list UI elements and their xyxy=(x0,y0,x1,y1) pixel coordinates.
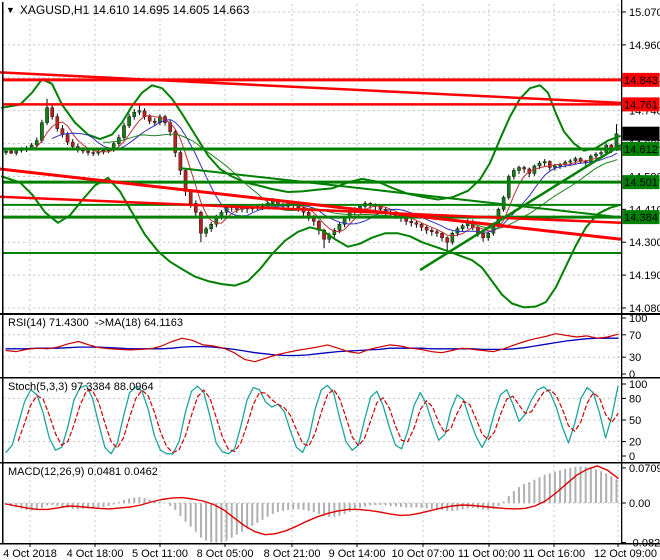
gridlines xyxy=(3,4,621,542)
svg-text:11 Oct 00:00: 11 Oct 00:00 xyxy=(458,548,520,560)
svg-text:8 Oct 21:00: 8 Oct 21:00 xyxy=(264,548,321,560)
svg-text:14.612: 14.612 xyxy=(624,144,658,156)
svg-text:0: 0 xyxy=(629,369,635,381)
svg-text:50: 50 xyxy=(629,415,641,427)
svg-text:14.960: 14.960 xyxy=(629,40,660,52)
svg-text:8 Oct 05:00: 8 Oct 05:00 xyxy=(197,548,254,560)
svg-text:14.501: 14.501 xyxy=(624,177,658,189)
svg-text:80: 80 xyxy=(629,393,641,405)
svg-text:20: 20 xyxy=(629,437,641,449)
svg-text:100: 100 xyxy=(629,313,647,325)
svg-text:-0.0829: -0.0829 xyxy=(629,538,660,550)
svg-text:15.070: 15.070 xyxy=(629,7,660,19)
svg-text:0.00: 0.00 xyxy=(629,498,650,510)
svg-text:14.663: 14.663 xyxy=(624,129,658,141)
svg-text:0.0709: 0.0709 xyxy=(629,463,660,475)
svg-text:14.080: 14.080 xyxy=(629,303,660,315)
chart-title-text: XAGUSD,H1 14.610 14.695 14.605 14.663 xyxy=(19,3,250,17)
svg-text:100: 100 xyxy=(629,379,647,391)
svg-text:9 Oct 14:00: 9 Oct 14:00 xyxy=(329,548,386,560)
svg-text:10 Oct 07:00: 10 Oct 07:00 xyxy=(392,548,455,560)
svg-text:30: 30 xyxy=(629,352,641,364)
panel-frames xyxy=(0,0,660,545)
chart-title: ▼ XAGUSD,H1 14.610 14.695 14.605 14.663 xyxy=(6,3,249,17)
svg-text:0: 0 xyxy=(629,451,635,463)
rsi-indicator-label: RSI(14) 71.4300 ->MA(18) 64.1163 xyxy=(8,317,183,329)
svg-text:4 Oct 2018: 4 Oct 2018 xyxy=(3,548,57,560)
macd-indicator-label: MACD(12,26,9) 0.0481 0.0462 xyxy=(8,466,158,478)
svg-text:12 Oct 09:00: 12 Oct 09:00 xyxy=(594,548,657,560)
svg-text:14.300: 14.300 xyxy=(629,237,660,249)
svg-text:4 Oct 18:00: 4 Oct 18:00 xyxy=(67,548,124,560)
svg-text:11 Oct 16:00: 11 Oct 16:00 xyxy=(523,548,585,560)
svg-text:14.190: 14.190 xyxy=(629,270,660,282)
indicator-plots[interactable] xyxy=(5,333,619,543)
symbol-dropdown-icon: ▼ xyxy=(6,5,15,15)
main-plot[interactable] xyxy=(0,71,622,309)
svg-text:14.843: 14.843 xyxy=(624,75,658,87)
svg-text:70: 70 xyxy=(629,330,641,342)
stoch-indicator-label: Stoch(5,3,3) 97.3384 88.0964 xyxy=(8,381,154,393)
svg-text:14.761: 14.761 xyxy=(624,99,658,111)
svg-text:5 Oct 11:00: 5 Oct 11:00 xyxy=(132,548,188,560)
svg-text:14.384: 14.384 xyxy=(624,212,658,224)
scales[interactable]: 15.07014.96014.85014.74014.63014.52014.4… xyxy=(3,7,660,560)
